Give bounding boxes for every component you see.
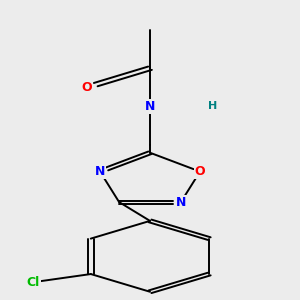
Text: N: N <box>176 196 186 208</box>
Text: O: O <box>195 165 205 178</box>
Text: O: O <box>82 81 92 94</box>
Text: Cl: Cl <box>26 276 40 289</box>
Text: N: N <box>145 100 155 113</box>
Text: N: N <box>95 165 105 178</box>
Text: H: H <box>208 101 218 111</box>
